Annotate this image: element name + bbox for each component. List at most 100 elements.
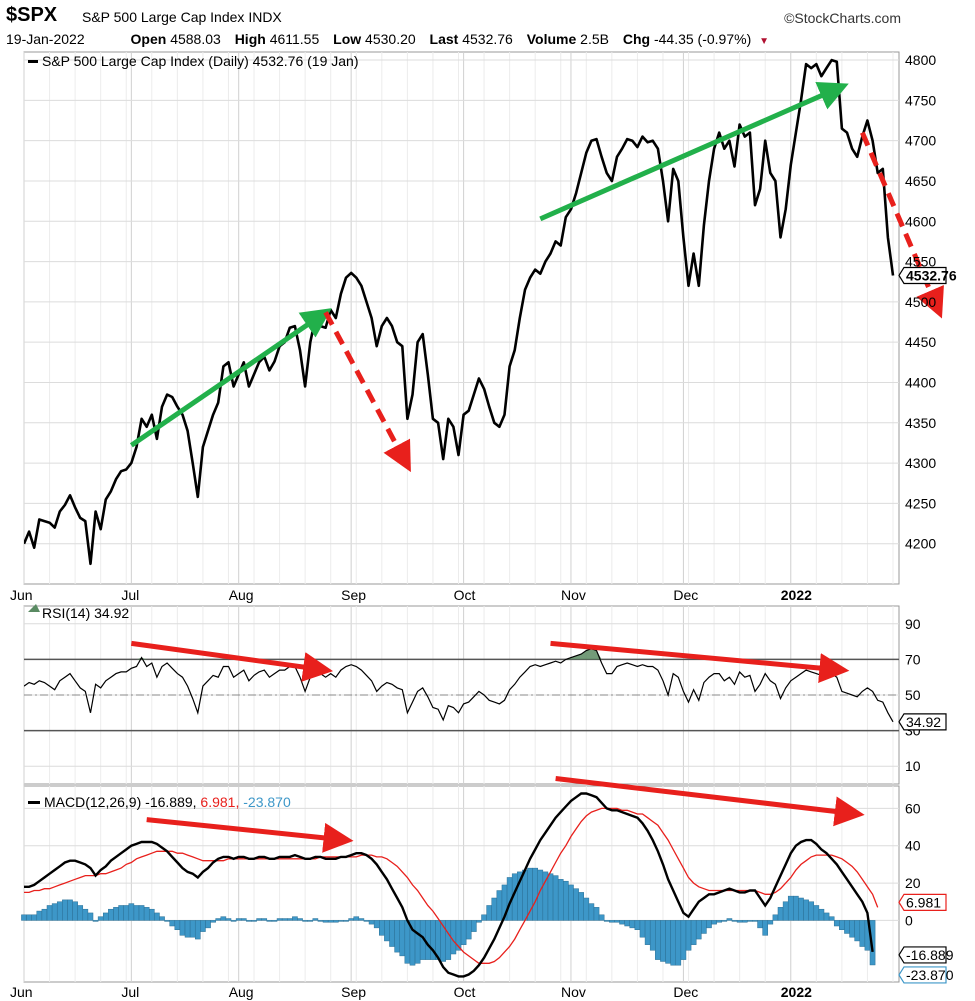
x-tick-label: Sep (341, 984, 366, 1000)
macd-histogram-bar (281, 918, 288, 921)
rsi-line (24, 648, 894, 723)
macd-histogram-bar (87, 912, 94, 921)
macd-legend-swatch (28, 801, 40, 804)
macd-histogram-bar (685, 920, 692, 951)
macd-histogram-bar (557, 879, 564, 921)
macd-histogram-bar (767, 920, 774, 925)
macd-histogram-bar (404, 920, 411, 964)
macd-histogram-bar (552, 875, 559, 921)
trend-arrow-down (323, 311, 411, 473)
macd-histogram-bar (118, 905, 124, 921)
x-tick-label: Aug (229, 587, 254, 603)
macd-histogram-bar (302, 920, 308, 922)
macd-histogram-bar (639, 920, 646, 938)
macd-histogram-bar (578, 892, 584, 921)
macd-histogram-bar (839, 920, 845, 930)
macd-value-tag-box (898, 946, 947, 964)
chg-value: -44.35 (-0.97%) (653, 31, 752, 47)
macd-histogram-bar (205, 920, 211, 929)
volume-label: Volume (526, 31, 577, 47)
index-name: S&P 500 Large Cap Index INDX (82, 9, 282, 25)
macd-histogram-bar (82, 908, 89, 921)
y-tick-label: 4600 (905, 213, 936, 229)
macd-histogram-bar (307, 920, 314, 922)
macd-histogram-bar (194, 920, 201, 940)
macd-histogram-bar (690, 920, 697, 945)
macd-hist-tag: -23.870 (906, 967, 954, 983)
chart-header: $SPX S&P 500 Large Cap Index INDX ©Stock… (0, 0, 975, 52)
macd-histogram-bar (798, 897, 804, 921)
macd-histogram-bar (266, 920, 273, 922)
y-tick-label: 4750 (905, 92, 936, 108)
macd-histogram-bar (731, 920, 738, 922)
macd-histogram-bar (256, 918, 262, 921)
macd-histogram-bar (496, 890, 503, 921)
macd-histogram-bar (276, 918, 283, 921)
rsi-last-tag: 34.92 (906, 714, 941, 730)
macd-histogram-bar (706, 920, 712, 929)
rsi-legend-icon (28, 604, 40, 612)
macd-histogram-bar (394, 920, 400, 953)
low-label: Low (333, 31, 362, 47)
macd-histogram-bar (701, 920, 707, 934)
macd-histogram-bar (660, 920, 666, 962)
macd-histogram-bar (547, 873, 554, 921)
macd-histogram-bar (680, 920, 687, 960)
macd-histogram-bar (741, 920, 748, 923)
macd-histogram-bar (399, 920, 406, 957)
macd-histogram-bar (721, 920, 728, 922)
x-tick-label: Dec (673, 984, 698, 1000)
macd-histogram-bar (655, 920, 661, 960)
macd-histogram-bar (67, 899, 73, 921)
macd-histogram-bar (833, 920, 840, 927)
x-tick-label: Jul (121, 984, 139, 1000)
macd-histogram-bar (481, 914, 487, 921)
last-value: 4532.76 (462, 31, 513, 47)
macd-histogram-bar (787, 895, 794, 921)
x-tick-label: Jun (10, 984, 33, 1000)
trend-arrow-down (555, 776, 865, 827)
macd-histogram-bar (757, 920, 763, 929)
macd-histogram-bar (322, 920, 329, 923)
x-tick-label: Nov (561, 587, 586, 603)
macd-histogram-bar (532, 867, 538, 921)
macd-histogram-bar (148, 908, 155, 921)
macd-histogram-bar (92, 920, 99, 922)
macd-histogram-bar (271, 920, 278, 922)
trend-arrow-up (539, 81, 849, 222)
y-tick-label: 4700 (905, 133, 936, 149)
price-last-tag: 4532.76 (906, 267, 957, 283)
y-tick-label: 90 (905, 616, 921, 632)
trend-arrow-down (131, 640, 334, 682)
macd-histogram-bar (716, 920, 723, 923)
macd-histogram-bar (241, 918, 247, 921)
chart-labels: 4200 4250 4300 4350 4400 4450 4500 4550 4600 4650… (10, 52, 957, 1000)
x-tick-label: Dec (673, 587, 698, 603)
y-tick-label: 4800 (905, 52, 936, 68)
y-tick-label: 60 (905, 800, 921, 816)
y-tick-label: 10 (905, 758, 921, 774)
macd-histogram-bar (138, 905, 145, 921)
macd-histogram-bar (225, 918, 232, 921)
high-label: High (234, 31, 266, 47)
macd-histogram-bar (649, 920, 656, 951)
macd-histogram-bar (772, 914, 779, 921)
macd-histogram-bar (670, 920, 677, 966)
y-tick-label: 4250 (905, 495, 936, 511)
legend-line-swatch (28, 60, 38, 63)
chg-down-icon: ▼ (759, 36, 770, 47)
macd-histogram-bar (844, 920, 850, 934)
macd-histogram-bar (368, 920, 375, 925)
macd-histogram-bar (793, 895, 799, 921)
macd-histogram-bar (184, 920, 191, 938)
x-tick-label: Nov (561, 984, 586, 1000)
macd-histogram-bar (363, 920, 370, 922)
macd-line (24, 792, 874, 978)
macd-histogram-bar (251, 920, 257, 922)
y-tick-label: 4650 (905, 173, 936, 189)
x-tick-label: Jun (10, 587, 33, 603)
macd-histogram-bar (143, 907, 150, 921)
y-tick-label: 4400 (905, 374, 936, 390)
macd-histogram-bar (333, 920, 339, 923)
